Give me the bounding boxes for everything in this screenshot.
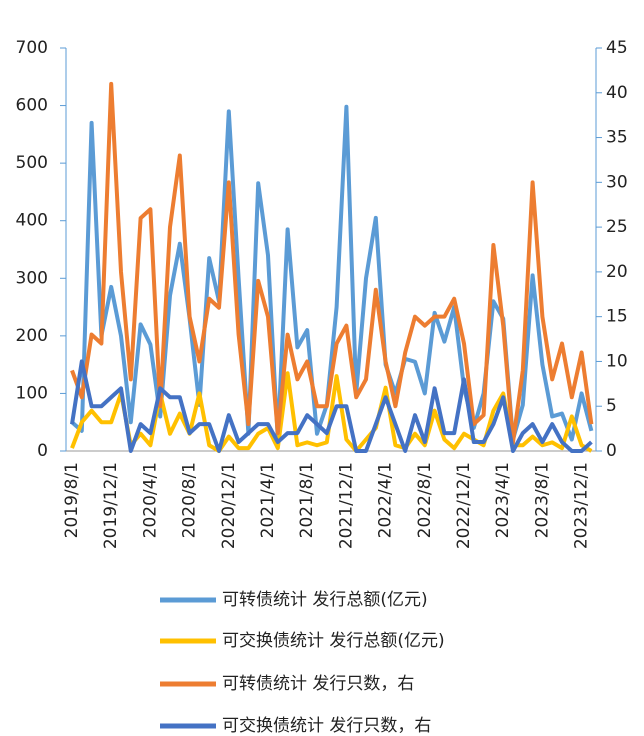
x-tick-label: 2021/12/1 [336, 462, 356, 549]
x-tick-label: 2021/4/1 [258, 462, 278, 538]
y2-tick-label: 25 [606, 217, 628, 237]
x-tick-label: 2020/12/1 [219, 462, 239, 549]
x-tick-label: 2022/12/1 [454, 462, 474, 549]
y-tick-label: 0 [37, 441, 48, 461]
y2-tick-label: 35 [606, 128, 628, 148]
series-line [70, 104, 594, 442]
x-tick-label: 2019/8/1 [62, 462, 82, 538]
x-tick-label: 2021/8/1 [297, 462, 317, 538]
y2-tick-label: 45 [606, 38, 628, 58]
y2-tick-label: 15 [606, 307, 628, 327]
x-tick-label: 2020/8/1 [180, 462, 200, 538]
series-line [70, 359, 593, 453]
y-tick-label: 600 [16, 96, 48, 116]
y-tick-label: 100 [16, 383, 48, 403]
y-tick-label: 300 [16, 268, 48, 288]
x-tick-label: 2019/12/1 [101, 462, 121, 549]
y2-tick-label: 10 [606, 351, 628, 371]
y-tick-label: 700 [16, 38, 48, 58]
x-tick-label: 2023/8/1 [532, 462, 552, 538]
y2-tick-label: 0 [606, 441, 617, 461]
y-tick-label: 200 [16, 326, 48, 346]
y-tick-label: 400 [16, 211, 48, 231]
x-tick-label: 2023/4/1 [493, 462, 513, 538]
x-tick-label: 2022/8/1 [415, 462, 435, 538]
legend-label: 可交换债统计 发行总额(亿元) [222, 631, 445, 651]
legend-label: 可转债统计 发行只数，右 [222, 674, 414, 694]
x-tick-label: 2020/4/1 [140, 462, 160, 538]
y2-tick-label: 5 [606, 396, 617, 416]
y2-tick-label: 40 [606, 83, 628, 103]
y2-tick-label: 20 [606, 262, 628, 282]
y2-tick-label: 30 [606, 172, 628, 192]
legend-label: 可转债统计 发行总额(亿元) [222, 590, 428, 610]
legend-label: 可交换债统计 发行只数，右 [222, 716, 431, 736]
y-tick-label: 500 [16, 153, 48, 173]
series-line [70, 81, 594, 445]
x-tick-label: 2023/12/1 [572, 462, 592, 549]
x-tick-label: 2022/4/1 [376, 462, 396, 538]
